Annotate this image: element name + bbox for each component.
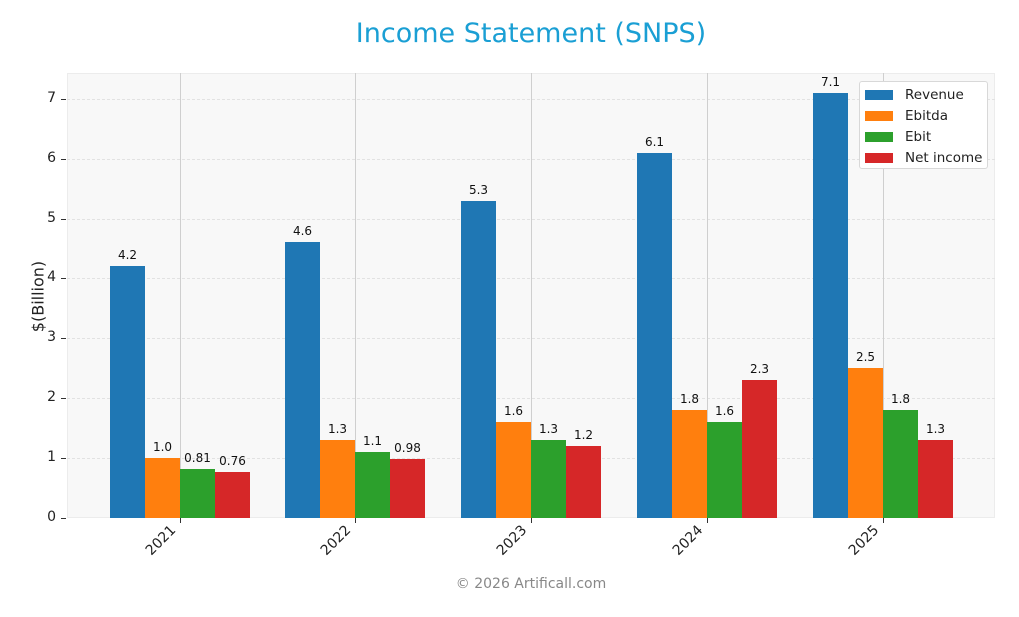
x-tick-mark [883, 518, 884, 523]
y-tick-label: 7 [47, 89, 56, 106]
x-tick-label: 2022 [317, 522, 355, 559]
bar-revenue-2022 [285, 242, 320, 518]
bar-revenue-2023 [461, 200, 496, 518]
y-tick-label: 3 [47, 329, 56, 346]
legend-label: Revenue [905, 87, 964, 103]
x-tick-label: 2021 [142, 522, 180, 559]
bar-ebit-2022 [355, 452, 390, 518]
v-gridline [531, 73, 532, 518]
y-tick-mark [61, 158, 66, 160]
y-tick-mark [61, 398, 66, 400]
bar-value-label: 2.3 [749, 362, 770, 377]
legend-label: Ebitda [905, 108, 948, 124]
x-tick-label: 2023 [493, 522, 531, 559]
bar-net-income-2022 [390, 459, 425, 518]
bar-value-label: 1.3 [327, 422, 348, 437]
v-gridline [707, 73, 708, 518]
legend-item-net-income: Net income [865, 149, 982, 167]
x-tick-mark [180, 518, 181, 523]
x-tick-label: 2024 [669, 522, 707, 559]
footer-copyright: © 2026 Artificall.com [455, 576, 607, 592]
bar-value-label: 1.6 [714, 404, 735, 419]
legend-item-ebit: Ebit [865, 128, 931, 146]
bar-ebitda-2023 [496, 422, 531, 518]
legend-swatch-ebit [865, 132, 893, 142]
bar-net-income-2021 [215, 472, 250, 518]
bar-value-label: 0.76 [219, 454, 246, 469]
bar-value-label: 1.1 [362, 434, 383, 449]
bar-ebitda-2021 [145, 458, 180, 518]
legend-label: Ebit [905, 129, 932, 145]
x-tick-label: 2025 [845, 522, 883, 559]
bar-value-label: 6.1 [644, 134, 665, 149]
bar-value-label: 1.0 [152, 440, 173, 455]
bar-value-label: 1.8 [679, 392, 700, 407]
bar-value-label: 2.5 [855, 350, 876, 365]
bar-net-income-2024 [742, 380, 777, 518]
y-tick-mark [61, 278, 66, 280]
y-tick-label: 6 [47, 149, 56, 166]
bar-value-label: 1.2 [573, 428, 594, 443]
legend-swatch-revenue [865, 90, 893, 100]
bar-ebitda-2025 [848, 368, 883, 518]
y-tick-mark [61, 98, 66, 100]
y-tick-label: 2 [47, 389, 56, 406]
legend-label: Net income [905, 150, 983, 166]
x-tick-mark [355, 518, 356, 523]
bar-value-label: 0.98 [394, 441, 421, 456]
bar-value-label: 5.3 [468, 182, 489, 197]
bar-ebit-2024 [707, 422, 742, 518]
bar-net-income-2023 [566, 446, 601, 518]
y-axis-title: $(Billion) [28, 260, 48, 333]
bar-value-label: 4.2 [117, 248, 138, 263]
y-tick-label: 1 [47, 449, 56, 466]
bar-value-label: 4.6 [292, 224, 313, 239]
bar-value-label: 7.1 [820, 74, 841, 89]
y-tick-mark [61, 518, 66, 519]
bar-revenue-2025 [813, 92, 848, 518]
bar-ebit-2025 [883, 410, 918, 518]
bar-value-label: 1.3 [538, 422, 559, 437]
bar-value-label: 1.3 [925, 422, 946, 437]
legend-item-ebitda: Ebitda [865, 107, 948, 125]
bar-ebit-2021 [180, 469, 215, 518]
bar-ebit-2023 [531, 440, 566, 518]
x-tick-mark [707, 518, 708, 523]
y-tick-mark [61, 218, 66, 220]
legend: Revenue Ebitda Ebit Net income [859, 81, 988, 169]
y-tick-mark [61, 458, 66, 460]
y-tick-label: 4 [47, 269, 56, 286]
chart-title: Income Statement (SNPS) [355, 18, 707, 49]
bar-net-income-2025 [918, 440, 953, 518]
bar-value-label: 1.8 [890, 392, 911, 407]
y-tick-mark [61, 338, 66, 340]
y-tick-label: 0 [47, 509, 56, 525]
bar-revenue-2021 [110, 266, 145, 518]
bar-value-label: 1.6 [503, 404, 524, 419]
legend-swatch-ebitda [865, 111, 893, 121]
bar-ebitda-2022 [320, 440, 355, 518]
legend-swatch-net-income [865, 153, 893, 163]
legend-item-revenue: Revenue [865, 86, 964, 104]
v-gridline [180, 73, 181, 518]
bar-revenue-2024 [637, 152, 672, 518]
bar-ebitda-2024 [672, 410, 707, 518]
v-gridline [883, 73, 884, 518]
y-tick-label: 5 [47, 209, 56, 226]
bar-value-label: 0.81 [184, 451, 211, 466]
v-gridline [355, 73, 356, 518]
x-tick-mark [531, 518, 532, 523]
